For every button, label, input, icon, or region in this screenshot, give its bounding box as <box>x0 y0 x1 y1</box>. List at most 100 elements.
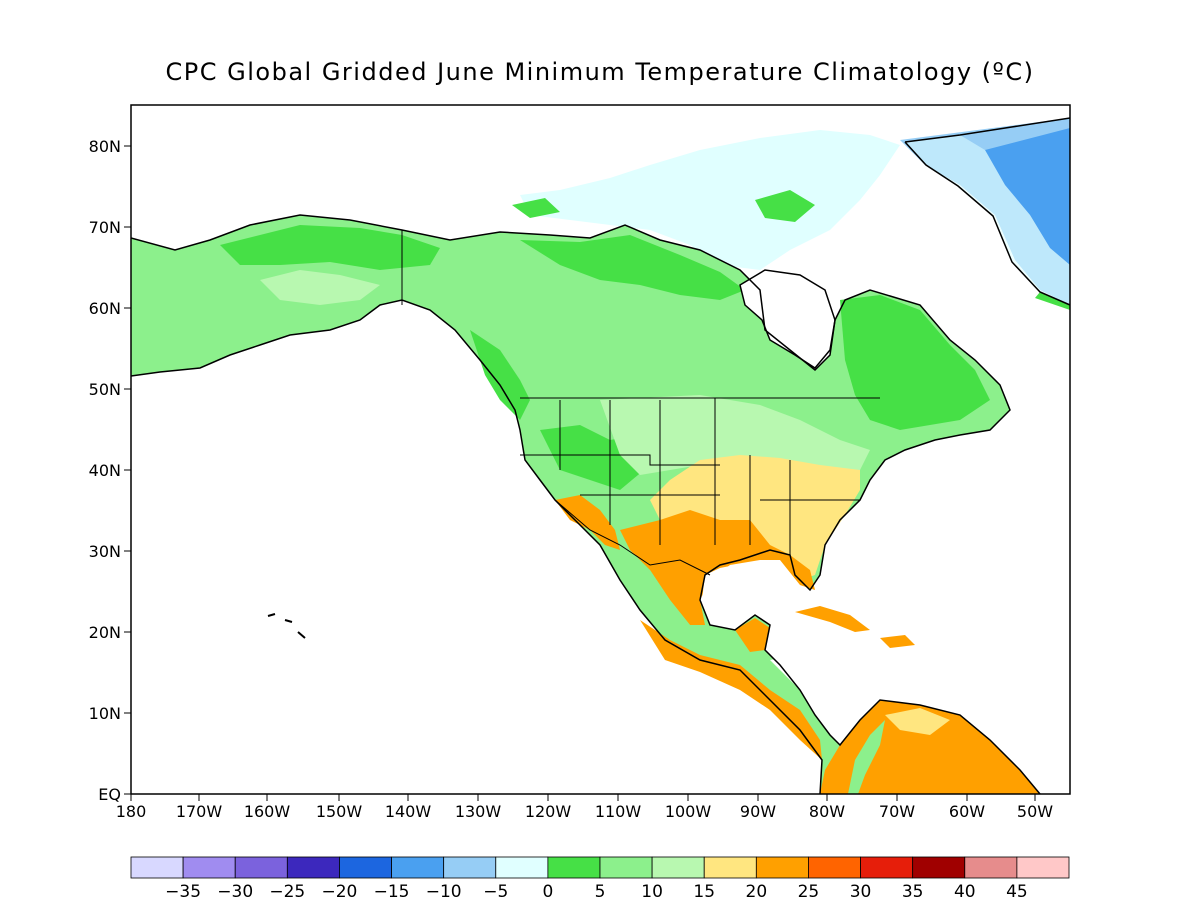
colorbar-label: 45 <box>1006 882 1028 900</box>
lat-tick-40n: 40N <box>89 461 131 480</box>
colorbar-label: 5 <box>595 882 606 900</box>
colorbar-label: 10 <box>641 882 663 900</box>
lon-tick-90w: 90W <box>740 794 776 821</box>
lat-tick-20n: 20N <box>89 623 131 642</box>
svg-text:110W: 110W <box>595 802 642 821</box>
lat-tick-60n: 60N <box>89 299 131 318</box>
quebec-patch <box>840 295 990 430</box>
svg-text:100W: 100W <box>665 802 712 821</box>
svg-text:80W: 80W <box>809 802 845 821</box>
venezuela-coast <box>885 708 950 735</box>
colorbar-label: 35 <box>902 882 924 900</box>
svg-text:150W: 150W <box>316 802 363 821</box>
cuba <box>795 606 870 632</box>
lon-tick-180: 180 <box>116 794 147 821</box>
colorbar-label: −25 <box>269 882 305 900</box>
lat-tick-50n: 50N <box>89 380 131 399</box>
lat-tick-80n: 80N <box>89 137 131 156</box>
colorbar-label: 30 <box>850 882 872 900</box>
lat-tick-70n: 70N <box>89 218 131 237</box>
hudson-bay <box>740 270 835 368</box>
map-title: CPC Global Gridded June Minimum Temperat… <box>165 58 1035 86</box>
svg-text:60W: 60W <box>949 802 985 821</box>
colorbar-label: −30 <box>217 882 253 900</box>
colorbar-label: −20 <box>321 882 357 900</box>
lon-tick-50w: 50W <box>1017 794 1053 821</box>
colorbar-swatch <box>599 856 653 879</box>
lon-tick-160w: 160W <box>244 794 291 821</box>
svg-text:20N: 20N <box>89 623 121 642</box>
alaska-interior <box>260 270 380 305</box>
colorbar-swatch <box>130 856 184 879</box>
svg-text:160W: 160W <box>244 802 291 821</box>
colorbar-swatch <box>234 856 288 879</box>
colorbar-label: −10 <box>426 882 462 900</box>
svg-text:70W: 70W <box>879 802 915 821</box>
lon-tick-100w: 100W <box>665 794 712 821</box>
colorbar-label: −15 <box>374 882 410 900</box>
svg-text:120W: 120W <box>525 802 572 821</box>
lat-tick-30n: 30N <box>89 542 131 561</box>
hawaii-islands <box>267 613 306 639</box>
plains-light-green <box>600 395 870 475</box>
caribbean-sea <box>770 650 960 730</box>
colorbar-swatch <box>182 856 236 879</box>
southwest-hot <box>555 495 620 550</box>
svg-text:60N: 60N <box>89 299 121 318</box>
yukon-alaska-patch <box>220 225 440 270</box>
hudson-bay-coast <box>739 269 836 369</box>
greenland-coastline <box>904 117 1070 306</box>
longitude-axis: 180 170W 160W 150W 140W 130W 120W 110W 1… <box>116 794 1053 821</box>
andes-green <box>848 720 885 794</box>
colorbar-label: −35 <box>165 882 201 900</box>
lon-tick-150w: 150W <box>316 794 363 821</box>
svg-text:180: 180 <box>116 802 147 821</box>
colorbar-swatch <box>964 856 1018 879</box>
lon-tick-80w: 80W <box>809 794 845 821</box>
yucatan-hot <box>735 618 770 652</box>
rockies-patch <box>470 330 530 420</box>
colorbar-swatch <box>755 856 809 879</box>
map-frame <box>130 104 1071 795</box>
svg-text:130W: 130W <box>455 802 502 821</box>
svg-text:50W: 50W <box>1017 802 1053 821</box>
colorbar-swatch <box>547 856 601 879</box>
svg-text:50N: 50N <box>89 380 121 399</box>
svg-text:40N: 40N <box>89 461 121 480</box>
svg-text:90W: 90W <box>740 802 776 821</box>
svg-text:140W: 140W <box>385 802 432 821</box>
mexico-highlands <box>620 560 700 648</box>
greenland-east-shore <box>1035 292 1070 310</box>
colorbar-label: 15 <box>693 882 715 900</box>
colorbar-swatch <box>286 856 340 879</box>
coastline <box>131 214 1041 794</box>
svg-text:170W: 170W <box>176 802 223 821</box>
temperature-field <box>131 117 1070 794</box>
lon-tick-60w: 60W <box>949 794 985 821</box>
lon-tick-110w: 110W <box>595 794 642 821</box>
colorbar-label: 40 <box>954 882 976 900</box>
ellesmere-green <box>755 190 815 222</box>
colorbar-label: −5 <box>483 882 508 900</box>
arctic-islands-green <box>512 198 560 218</box>
colorbar-label: 20 <box>746 882 768 900</box>
gulf-of-mexico <box>702 562 800 620</box>
colorbar-swatch <box>339 856 392 879</box>
svg-text:10N: 10N <box>89 704 121 723</box>
svg-text:70N: 70N <box>89 218 121 237</box>
colorbar-swatch <box>860 856 914 879</box>
lat-tick-eq: EQ <box>98 785 131 804</box>
colorbar-swatch <box>1016 856 1070 879</box>
colorbar-swatch <box>912 856 966 879</box>
political-borders <box>401 230 880 576</box>
mexico-south <box>640 620 822 760</box>
south-america-land <box>820 700 1040 794</box>
colorbar-swatch <box>391 856 445 879</box>
canada-north-patch <box>520 235 745 300</box>
svg-text:80N: 80N <box>89 137 121 156</box>
lon-tick-130w: 130W <box>455 794 502 821</box>
colorbar-swatch <box>495 856 549 879</box>
colorbar-swatch <box>443 856 497 879</box>
colorbar-swatch <box>703 856 757 879</box>
